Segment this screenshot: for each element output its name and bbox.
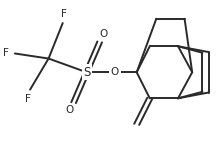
Text: F: F xyxy=(61,9,67,19)
Text: O: O xyxy=(65,105,74,115)
Text: S: S xyxy=(83,66,90,79)
Text: F: F xyxy=(25,94,31,104)
Text: O: O xyxy=(111,67,119,77)
Text: F: F xyxy=(3,48,9,59)
Text: O: O xyxy=(99,29,108,39)
